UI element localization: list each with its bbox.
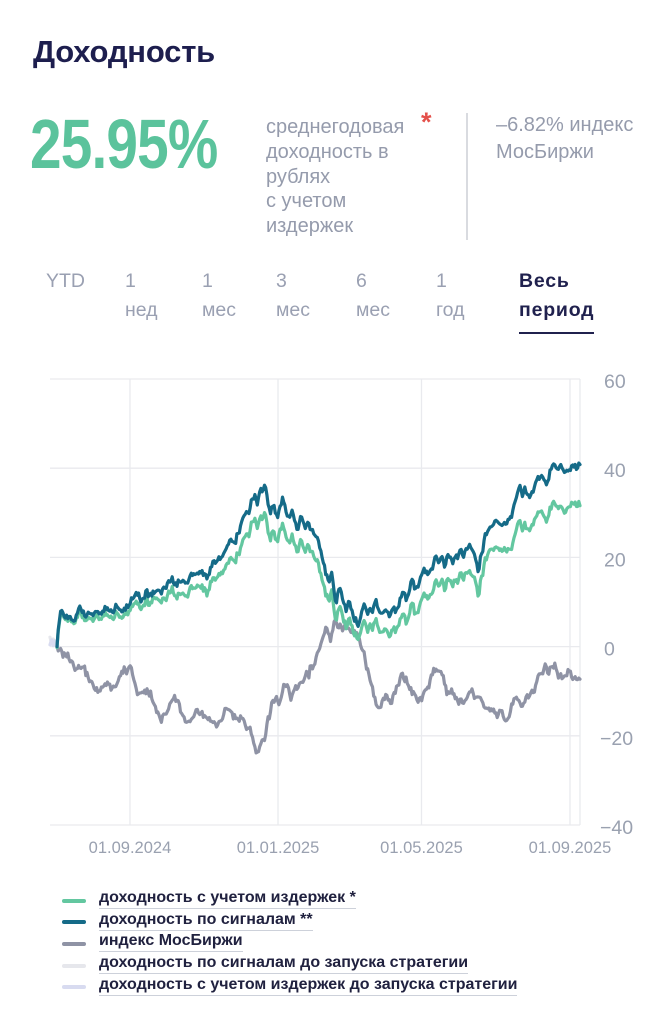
tab-label-value: 3 — [276, 270, 287, 292]
y-tick-label: −20 — [600, 728, 633, 750]
page-title: Доходность — [33, 34, 216, 69]
tab-1-week[interactable]: 1 нед — [125, 267, 158, 325]
legend-label: доходность по сигналам до запуска страте… — [99, 954, 469, 974]
moex-index-line-swatch — [61, 941, 86, 946]
y-tick-label: 0 — [604, 639, 615, 661]
x-tick-label: 01.05.2025 — [380, 839, 463, 857]
tab-label-value: 6 — [356, 270, 367, 292]
stats-divider — [466, 113, 468, 240]
returns-chart: 60 40 20 0 −20 −40 01.09.2024 01.01.2025 01.05.2… — [48, 371, 633, 857]
tab-label-unit: мес — [276, 299, 311, 321]
index-return-caption: –6.82% индекс МосБиржи — [496, 114, 634, 164]
footnote-asterisk: * — [421, 107, 432, 137]
legend-label: доходность по сигналам ** — [99, 911, 313, 931]
signal-returns-line-swatch — [61, 920, 86, 924]
annual-return-caption: среднегодовая доходность в рублях с учет… — [266, 116, 405, 238]
legend-label: доходность с учетом издержек до запуска … — [99, 976, 518, 996]
legend-item-signal-returns-prelaunch[interactable]: доходность по сигналам до запуска страте… — [0, 954, 667, 976]
tab-6-months[interactable]: 6 мес — [356, 267, 390, 325]
tab-ytd[interactable]: YTD — [46, 267, 85, 296]
tab-label-value: YTD — [46, 270, 85, 292]
legend-item-signal-returns[interactable]: доходность по сигналам ** — [0, 911, 667, 933]
annual-return-value: 25.95% — [30, 105, 218, 183]
period-tabs: YTD 1 нед 1 мес 3 мес 6 мес 1 год Весь период — [0, 267, 667, 337]
tab-label-unit: мес — [202, 299, 237, 321]
y-tick-label: 40 — [604, 460, 626, 482]
x-tick-label: 01.01.2025 — [237, 839, 320, 857]
net-returns-line-swatch — [61, 898, 86, 903]
series-line-moex-index — [55, 618, 582, 755]
tab-label-value: 1 — [436, 270, 447, 292]
tab-1-year[interactable]: 1 год — [436, 267, 464, 325]
net-returns-prelaunch-line-swatch — [61, 985, 86, 989]
signal-returns-prelaunch-line-swatch — [61, 963, 86, 968]
tab-3-months[interactable]: 3 мес — [276, 267, 310, 325]
legend-item-net-returns-prelaunch[interactable]: доходность с учетом издержек до запуска … — [0, 976, 667, 998]
tab-label-value: 1 — [202, 270, 213, 292]
y-tick-label: −40 — [600, 817, 633, 839]
x-tick-label: 01.09.2025 — [529, 839, 612, 857]
tab-1-month[interactable]: 1 мес — [202, 267, 236, 325]
series-line-signal-returns — [55, 461, 582, 649]
tab-label-unit: мес — [356, 299, 391, 321]
legend-item-moex-index[interactable]: индекс МосБиржи — [0, 932, 667, 954]
tab-label-unit: нед — [125, 299, 158, 321]
tab-all-period[interactable]: Весь период — [519, 267, 595, 334]
legend-label: доходность с учетом издержек * — [99, 889, 356, 909]
y-tick-label: 20 — [604, 549, 626, 571]
tab-label-value: Весь — [519, 270, 570, 292]
series-line-net-returns — [55, 499, 582, 650]
tab-label-value: 1 — [125, 270, 136, 292]
x-tick-label: 01.09.2024 — [89, 839, 172, 857]
legend-label: индекс МосБиржи — [99, 932, 243, 952]
tab-label-unit: год — [436, 299, 465, 321]
tab-label-unit: период — [519, 296, 595, 334]
legend-item-net-returns[interactable]: доходность с учетом издержек * — [0, 889, 667, 911]
y-tick-label: 60 — [604, 371, 626, 393]
